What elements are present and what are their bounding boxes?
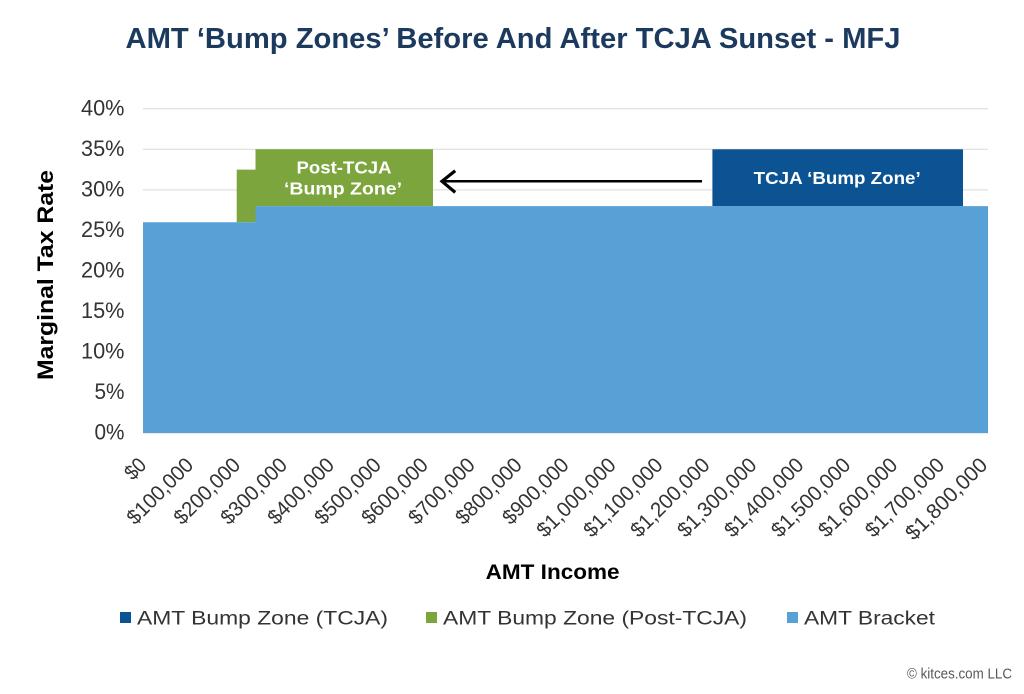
svg-text:10%: 10%: [81, 339, 125, 364]
svg-text:5%: 5%: [95, 379, 125, 404]
svg-text:25%: 25%: [81, 217, 125, 242]
svg-text:AMT Income: AMT Income: [486, 561, 620, 584]
svg-text:40%: 40%: [81, 96, 125, 121]
svg-text:0%: 0%: [95, 420, 125, 445]
svg-text:20%: 20%: [81, 258, 125, 283]
svg-text:Marginal Tax Rate: Marginal Tax Rate: [33, 170, 58, 380]
svg-text:© kitces.com LLC: © kitces.com LLC: [907, 666, 1012, 683]
svg-text:Post-TCJA: Post-TCJA: [297, 157, 392, 177]
svg-text:AMT ‘Bump Zones’ Before And Af: AMT ‘Bump Zones’ Before And After TCJA S…: [126, 23, 901, 55]
svg-text:15%: 15%: [81, 298, 125, 323]
svg-text:35%: 35%: [81, 136, 125, 161]
svg-text:AMT Bump Zone (TCJA): AMT Bump Zone (TCJA): [137, 609, 388, 630]
svg-text:‘Bump Zone’: ‘Bump Zone’: [284, 179, 402, 199]
svg-text:30%: 30%: [81, 177, 125, 202]
svg-text:AMT Bracket: AMT Bracket: [804, 609, 936, 630]
svg-text:TCJA ‘Bump Zone’: TCJA ‘Bump Zone’: [754, 168, 921, 188]
svg-text:AMT Bump Zone (Post-TCJA): AMT Bump Zone (Post-TCJA): [443, 609, 747, 630]
